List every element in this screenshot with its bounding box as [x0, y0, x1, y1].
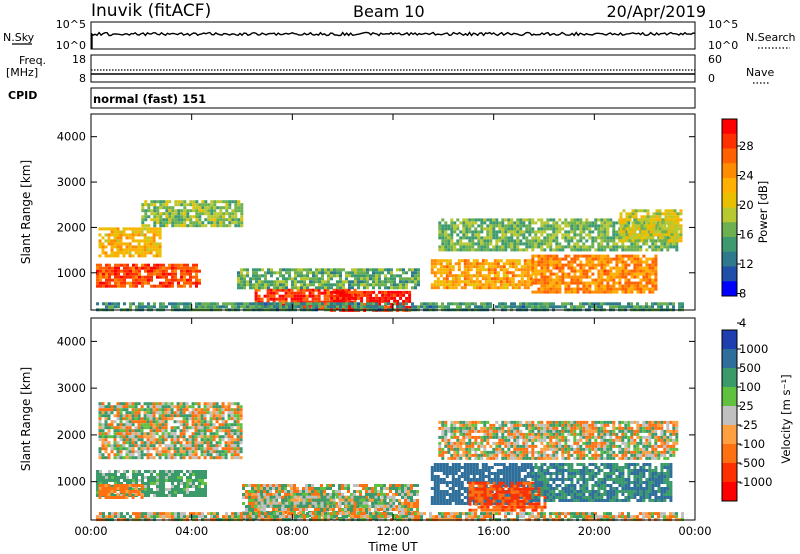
freq-panel	[90, 54, 696, 83]
velocity-colorbar-segment-4	[722, 406, 737, 426]
time-axis-label: Time UT	[367, 540, 418, 554]
velocity-x-tick-label-2: 08:00	[276, 524, 309, 538]
velocity-colorbar-tick-4: -25	[739, 418, 758, 432]
power-colorbar-tick-2: 20	[739, 198, 754, 212]
power-y-tick-label-1: 3000	[57, 175, 86, 189]
data-region-8	[438, 420, 679, 460]
power-colorbar-segment-1	[722, 133, 737, 149]
velocity-x-tick-label-6: 00:00	[678, 524, 711, 538]
cpid-label: CPID	[8, 89, 37, 102]
nsky-tick-bottom: 10^0	[56, 39, 86, 52]
velocity-heatmap	[96, 402, 684, 522]
velocity-y-tick-label-1: 3000	[57, 381, 86, 395]
date-title: 20/Apr/2019	[606, 2, 706, 21]
power-colorbar-segment-9	[722, 251, 737, 267]
power-y-tick-label-0: 4000	[57, 130, 86, 144]
nsearch-tick-bottom: 10^0	[708, 39, 738, 52]
nsky-line	[90, 31, 696, 37]
nave-label: Nave	[746, 66, 774, 79]
power-colorbar-segment-2	[722, 148, 737, 164]
freq-unit: [MHz]	[6, 66, 38, 79]
velocity-x-tick-label-0: 00:00	[74, 524, 107, 538]
velocity-colorbar-segment-5	[722, 425, 737, 445]
velocity-colorbar-label: Velocity [m s⁻¹]	[779, 374, 793, 463]
velocity-x-tick-label-3: 12:00	[376, 524, 409, 538]
power-y-axis-label: Slant Range [km]	[19, 160, 33, 264]
power-colorbar-segment-10	[722, 266, 737, 282]
velocity-y-tick-label-0: 4000	[57, 334, 86, 348]
cpid-text: normal (fast) 151	[93, 92, 206, 106]
velocity-x-tick-label-1: 04:00	[175, 524, 208, 538]
velocity-colorbar-segment-1	[722, 349, 737, 369]
power-colorbar-tick-1: 24	[739, 169, 754, 183]
data-region-4	[254, 495, 396, 508]
data-region-5	[237, 268, 420, 290]
nsearch-label: N.Search	[746, 31, 796, 44]
power-colorbar-segment-0	[722, 119, 737, 135]
station-title: Inuvik (fitACF)	[91, 1, 211, 21]
freq-tick-top: 18	[72, 53, 86, 66]
nsearch-tick-top: 10^5	[708, 18, 738, 31]
power-colorbar-tick-0: 28	[739, 139, 754, 153]
data-region-0	[96, 470, 207, 497]
cpid-panel	[90, 87, 696, 109]
velocity-colorbar-tick-5: -100	[739, 437, 765, 451]
velocity-colorbar-segment-8	[722, 482, 737, 502]
nsky-panel	[90, 21, 696, 50]
velocity-y-tick-label-2: 2000	[57, 428, 86, 442]
nsky-trace	[90, 31, 696, 49]
velocity-colorbar-frame	[721, 329, 738, 502]
power-y-tick-label-3: 1000	[57, 266, 86, 280]
power-y-tick-label-2: 2000	[57, 220, 86, 234]
data-region-9	[619, 209, 683, 243]
power-colorbar-segment-8	[722, 237, 737, 253]
velocity-x-tick-label-5: 20:00	[578, 524, 611, 538]
power-colorbar-tick-5: 8	[739, 287, 746, 301]
power-colorbar-segment-5	[722, 192, 737, 208]
power-colorbar-segment-11	[722, 281, 737, 297]
power-colorbar-segment-7	[722, 222, 737, 238]
nsky-label: N.Sky	[3, 31, 35, 44]
data-region-0	[96, 263, 201, 288]
data-region-7	[531, 463, 673, 502]
data-region-2	[141, 200, 244, 228]
freq-tick-bottom: 8	[79, 72, 86, 85]
power-colorbar-segment-4	[722, 178, 737, 194]
power-colorbar-tick-6: 4	[739, 316, 746, 330]
velocity-colorbar-tick-0: 1000	[739, 342, 768, 356]
velocity-colorbar-tick-1: 500	[739, 361, 761, 375]
nave-tick-bottom: 0	[708, 72, 715, 85]
data-region-7	[531, 254, 658, 294]
nsky-tick-top: 10^5	[56, 18, 86, 31]
power-colorbar-segment-6	[722, 207, 737, 223]
velocity-colorbar-segment-0	[722, 330, 737, 350]
velocity-x-tick-label-4: 16:00	[477, 524, 510, 538]
velocity-colorbar-tick-3: 25	[739, 399, 754, 413]
velocity-colorbar-tick-7: -1000	[739, 475, 772, 489]
data-region-6	[430, 259, 533, 290]
freq-label: Freq.	[19, 54, 46, 67]
velocity-colorbar-tick-6: -500	[739, 456, 765, 470]
velocity-colorbar-tick-2: 100	[739, 380, 761, 394]
velocity-y-tick-label-3: 1000	[57, 475, 86, 489]
data-region-1	[98, 484, 144, 499]
data-region-1	[98, 227, 162, 258]
freq-trace	[91, 69, 695, 75]
power-heatmap	[96, 200, 684, 312]
velocity-y-axis-label: Slant Range [km]	[19, 367, 33, 471]
power-colorbar-label: Power [dB]	[756, 181, 770, 244]
power-colorbar-tick-3: 16	[739, 228, 754, 242]
velocity-colorbar-segment-6	[722, 444, 737, 464]
velocity-colorbar-segment-2	[722, 368, 737, 388]
data-region-2	[98, 402, 243, 460]
velocity-colorbar-segment-7	[722, 463, 737, 483]
power-colorbar-frame	[721, 118, 738, 297]
power-colorbar-tick-4: 12	[739, 257, 754, 271]
beam-title: Beam 10	[353, 2, 425, 21]
power-colorbar-segment-3	[722, 163, 737, 179]
velocity-colorbar-segment-3	[722, 387, 737, 407]
data-region-8	[438, 218, 679, 252]
nave-tick-top: 60	[708, 53, 722, 66]
